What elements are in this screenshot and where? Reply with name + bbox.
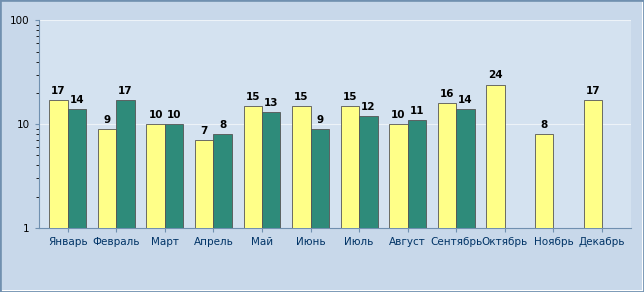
Bar [389, 124, 408, 292]
Text: 17: 17 [52, 86, 66, 96]
Text: 13: 13 [264, 98, 278, 108]
Bar [262, 112, 281, 292]
Text: 9: 9 [316, 114, 323, 125]
Bar [50, 100, 68, 292]
Text: 14: 14 [458, 95, 473, 105]
Text: 15: 15 [294, 92, 308, 102]
Bar [292, 106, 310, 292]
Text: 24: 24 [488, 70, 503, 80]
Text: 15: 15 [343, 92, 357, 102]
Text: 12: 12 [361, 102, 375, 112]
Bar [486, 85, 505, 292]
Text: 10: 10 [148, 110, 163, 120]
Text: 11: 11 [410, 105, 424, 116]
Bar [583, 100, 602, 292]
Text: 10: 10 [167, 110, 182, 120]
Bar [438, 103, 457, 292]
Text: 7: 7 [200, 126, 208, 136]
Bar [359, 116, 377, 292]
Text: 16: 16 [440, 89, 454, 99]
Text: 17: 17 [118, 86, 133, 96]
Text: 8: 8 [219, 120, 226, 130]
Bar [341, 106, 359, 292]
Bar [117, 100, 135, 292]
Bar [213, 134, 232, 292]
Bar [146, 124, 165, 292]
Text: 10: 10 [392, 110, 406, 120]
Text: 8: 8 [540, 120, 548, 130]
Bar [195, 140, 213, 292]
Bar [408, 120, 426, 292]
Text: 9: 9 [104, 114, 111, 125]
Bar [68, 109, 86, 292]
Bar [535, 134, 553, 292]
Bar [457, 109, 475, 292]
Bar [98, 129, 117, 292]
Bar [243, 106, 262, 292]
Text: 17: 17 [585, 86, 600, 96]
Text: 15: 15 [245, 92, 260, 102]
Bar [165, 124, 184, 292]
Bar [310, 129, 329, 292]
Text: 14: 14 [70, 95, 84, 105]
